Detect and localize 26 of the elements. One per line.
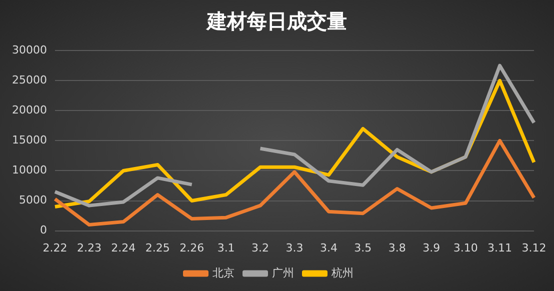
legend-label: 北京 — [212, 266, 234, 280]
x-tick-label: 2.22 — [42, 241, 68, 254]
x-tick-label: 3.3 — [286, 241, 304, 254]
y-tick-label: 10000 — [12, 164, 47, 177]
x-tick-label: 3.9 — [422, 241, 440, 254]
x-tick-label: 3.2 — [252, 241, 270, 254]
y-tick-label: 30000 — [12, 43, 47, 56]
x-tick-label: 3.5 — [354, 241, 372, 254]
y-tick-label: 20000 — [12, 104, 47, 117]
x-tick-label: 2.25 — [145, 241, 170, 254]
chart-title: 建材每日成交量 — [205, 8, 348, 35]
legend-label: 杭州 — [330, 266, 354, 280]
x-tick-label: 3.11 — [488, 241, 512, 254]
x-tick-label: 2.23 — [76, 241, 102, 254]
x-tick-label: 3.1 — [217, 241, 235, 254]
x-tick-label: 3.8 — [388, 241, 406, 254]
y-tick-label: 5000 — [18, 194, 47, 207]
y-tick-label: 25000 — [12, 73, 47, 86]
x-tick-label: 3.4 — [320, 241, 338, 254]
y-tick-label: 15000 — [12, 134, 47, 147]
x-tick-label: 3.10 — [453, 241, 478, 254]
x-tick-label: 3.12 — [522, 241, 546, 254]
x-tick-label: 2.26 — [180, 241, 204, 254]
x-tick-label: 2.24 — [111, 241, 136, 254]
y-tick-label: 0 — [40, 224, 47, 237]
legend-label: 广州 — [272, 266, 294, 280]
